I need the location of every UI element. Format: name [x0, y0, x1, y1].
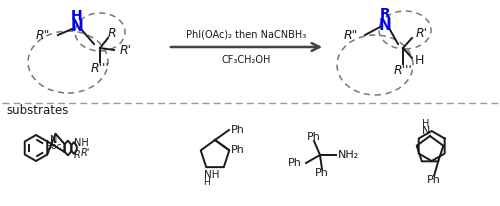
Text: R: R [108, 27, 116, 40]
Text: R': R' [80, 148, 90, 158]
Text: N: N [422, 126, 430, 136]
Text: substrates: substrates [6, 103, 68, 117]
Text: Ph: Ph [315, 168, 329, 178]
Text: H: H [71, 9, 83, 23]
Text: N: N [378, 18, 392, 33]
Text: R': R' [120, 43, 132, 56]
Text: Boc: Boc [45, 142, 62, 151]
Text: CF₃CH₂OH: CF₃CH₂OH [222, 55, 271, 65]
Text: NH₂: NH₂ [338, 150, 359, 160]
Text: R": R" [344, 28, 358, 41]
Text: NH: NH [204, 170, 220, 180]
Text: Ph: Ph [231, 125, 245, 135]
Text: R: R [380, 7, 390, 21]
Text: H: H [415, 54, 424, 67]
Text: PhI(OAc)₂ then NaCNBH₃: PhI(OAc)₂ then NaCNBH₃ [186, 29, 306, 39]
Text: R": R" [36, 28, 50, 41]
Text: H: H [204, 178, 210, 187]
Text: R''': R''' [90, 62, 110, 75]
Text: N: N [70, 19, 84, 34]
Text: Ph: Ph [428, 175, 441, 185]
Text: H: H [422, 119, 430, 129]
Text: R''': R''' [394, 63, 412, 76]
Text: Ph: Ph [231, 145, 245, 155]
Text: R: R [74, 150, 81, 160]
Text: N: N [50, 135, 57, 145]
Text: R': R' [416, 27, 428, 40]
Text: Ph: Ph [288, 158, 302, 168]
Text: Ph: Ph [307, 132, 321, 142]
Text: NH: NH [74, 138, 88, 148]
